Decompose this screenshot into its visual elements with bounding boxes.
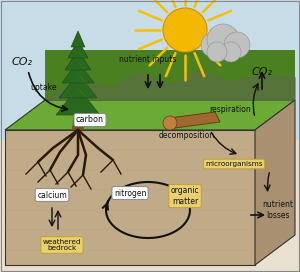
Polygon shape bbox=[78, 31, 85, 47]
Polygon shape bbox=[78, 61, 94, 83]
Polygon shape bbox=[68, 40, 88, 58]
Polygon shape bbox=[62, 61, 94, 83]
Text: nutrient
losses: nutrient losses bbox=[262, 200, 293, 220]
Text: CO₂: CO₂ bbox=[11, 57, 32, 67]
Polygon shape bbox=[5, 130, 255, 265]
Circle shape bbox=[163, 116, 177, 130]
Circle shape bbox=[221, 42, 241, 62]
Text: decomposition: decomposition bbox=[159, 131, 215, 140]
Polygon shape bbox=[78, 87, 100, 115]
Polygon shape bbox=[45, 70, 295, 100]
Polygon shape bbox=[170, 112, 220, 128]
Polygon shape bbox=[5, 100, 295, 130]
Text: weathered
bedrock: weathered bedrock bbox=[43, 239, 81, 252]
Polygon shape bbox=[78, 50, 91, 70]
Polygon shape bbox=[45, 50, 295, 100]
Polygon shape bbox=[78, 73, 97, 98]
Text: organic
matter: organic matter bbox=[171, 186, 199, 206]
Circle shape bbox=[224, 32, 250, 58]
Text: calcium: calcium bbox=[37, 190, 67, 199]
Text: nutrient inputs: nutrient inputs bbox=[119, 55, 177, 64]
Circle shape bbox=[201, 33, 225, 57]
Polygon shape bbox=[71, 31, 85, 47]
Circle shape bbox=[207, 24, 239, 56]
Circle shape bbox=[163, 8, 207, 52]
Text: nitrogen: nitrogen bbox=[114, 188, 146, 197]
Text: uptake: uptake bbox=[30, 84, 56, 92]
Circle shape bbox=[207, 42, 227, 62]
Polygon shape bbox=[56, 87, 100, 115]
Polygon shape bbox=[255, 100, 295, 265]
Text: CO₂: CO₂ bbox=[251, 67, 272, 77]
Polygon shape bbox=[65, 50, 91, 70]
Text: carbon: carbon bbox=[76, 116, 104, 125]
FancyBboxPatch shape bbox=[0, 0, 300, 140]
Polygon shape bbox=[78, 40, 88, 58]
Text: microorganisms: microorganisms bbox=[205, 161, 263, 167]
Polygon shape bbox=[59, 73, 97, 98]
Text: respiration: respiration bbox=[209, 106, 251, 115]
Polygon shape bbox=[72, 108, 84, 130]
